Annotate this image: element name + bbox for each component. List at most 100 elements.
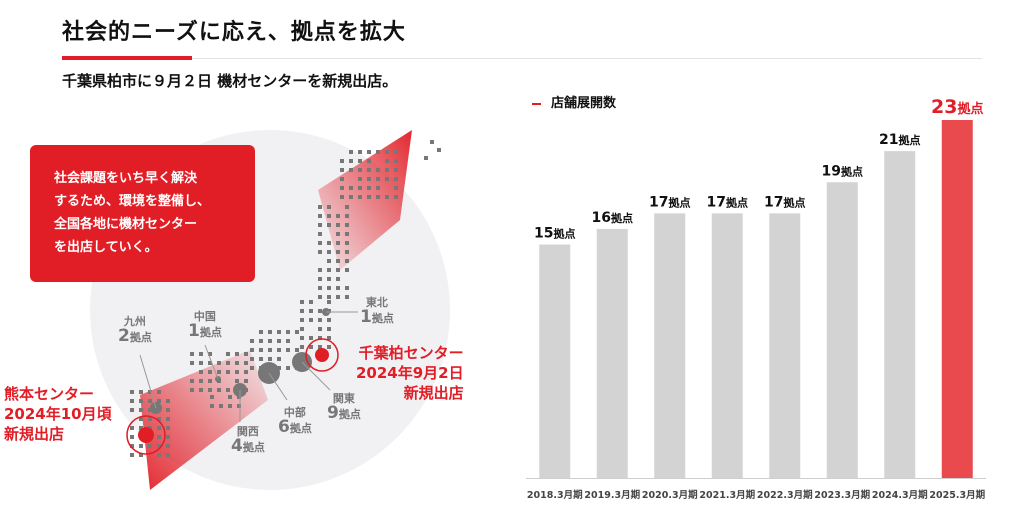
map-dot [190, 388, 194, 392]
map-dot [345, 205, 349, 209]
map-dot [358, 195, 362, 199]
map-dot [148, 444, 152, 448]
map-dot [259, 357, 263, 361]
map-dot [166, 399, 170, 403]
map-dot [358, 177, 362, 181]
bar-value-label: 19拠点 [822, 163, 863, 179]
map-dot [286, 366, 290, 370]
new-site-kumamoto-ring [126, 415, 166, 455]
map-dot [385, 168, 389, 172]
map-dot [286, 330, 290, 334]
map-dot [336, 295, 340, 299]
bar-value-label: 17拠点 [649, 194, 690, 210]
map-dot [226, 370, 230, 374]
map-dot [244, 379, 248, 383]
map-dot [367, 159, 371, 163]
map-dot [327, 214, 331, 218]
map-dot [327, 300, 331, 304]
map-dot [277, 357, 281, 361]
map-dot [424, 156, 428, 160]
map-dot [309, 300, 313, 304]
map-dot [340, 168, 344, 172]
map-dot [130, 408, 134, 412]
map-dot [309, 336, 313, 340]
new-site-label-chiba: 千葉柏センター 2024年9月2日 新規出店 [356, 344, 464, 402]
map-dot [300, 318, 304, 322]
map-dot [130, 399, 134, 403]
map-dot [139, 417, 143, 421]
map-dot [394, 195, 398, 199]
map-dot [148, 399, 152, 403]
bar-2018.3月期 [539, 244, 571, 478]
map-dot [250, 348, 254, 352]
map-dot [250, 366, 254, 370]
map-dot [318, 295, 322, 299]
region-label-kyushu: 九州 2拠点 [118, 315, 152, 346]
map-dot [166, 408, 170, 412]
title-divider [192, 58, 982, 59]
map-dot [268, 357, 272, 361]
map-dot [268, 330, 272, 334]
map-dot [394, 150, 398, 154]
x-tick-label: 2025.3月期 [929, 489, 985, 501]
bar-value-label: 17拠点 [707, 194, 748, 210]
map-dot [228, 404, 232, 408]
page-title: 社会的ニーズに応え、拠点を拡大 [62, 20, 406, 45]
map-dot [130, 435, 134, 439]
callout-box: 社会課題をいち早く解決 するため、環境を整備し、 全国各地に機材センター を出店… [30, 145, 255, 282]
map-dot [210, 395, 214, 399]
map-dot [157, 453, 161, 457]
map-dot [318, 286, 322, 290]
region-label-chugoku: 中国 1拠点 [188, 310, 222, 341]
map-dot [139, 390, 143, 394]
map-dot [394, 168, 398, 172]
map-dot [130, 390, 134, 394]
map-dot [336, 250, 340, 254]
map-dot [157, 399, 161, 403]
map-dot [244, 361, 248, 365]
map-dot [208, 370, 212, 374]
map-dot [300, 336, 304, 340]
map-dot [394, 159, 398, 163]
map-dot [157, 417, 161, 421]
map-dot [300, 300, 304, 304]
map-dot [286, 348, 290, 352]
map-dot [318, 268, 322, 272]
map-dot [139, 408, 143, 412]
map-dot [345, 286, 349, 290]
map-dot [250, 357, 254, 361]
map-dot [244, 352, 248, 356]
map-dot [327, 277, 331, 281]
x-tick-label: 2023.3月期 [814, 489, 870, 501]
map-dot [367, 195, 371, 199]
map-dot [437, 148, 441, 152]
map-dot [130, 426, 134, 430]
map-dot [166, 417, 170, 421]
map-dot [345, 250, 349, 254]
map-dot [237, 404, 241, 408]
map-dot [199, 361, 203, 365]
map-dot [157, 426, 161, 430]
map-dot [318, 232, 322, 236]
map-dots [130, 140, 441, 457]
region-label-chubu: 中部 6拠点 [278, 406, 312, 437]
x-tick-label: 2020.3月期 [642, 489, 698, 501]
x-tick-label: 2019.3月期 [584, 489, 640, 501]
map-dot [385, 150, 389, 154]
map-dot [166, 444, 170, 448]
map-dot [336, 214, 340, 218]
map-dot [349, 195, 353, 199]
map-dot [157, 444, 161, 448]
map-dot [148, 390, 152, 394]
map-dot [327, 336, 331, 340]
map-dot [217, 370, 221, 374]
map-dot [367, 186, 371, 190]
map-dot [376, 195, 380, 199]
bar-2021.3月期 [711, 213, 743, 478]
bar-value-label: 16拠点 [592, 210, 633, 226]
map-dot [235, 352, 239, 356]
map-dot [208, 379, 212, 383]
map-dot [208, 352, 212, 356]
bar-value-label: 15拠点 [534, 226, 575, 242]
map-dot [139, 453, 143, 457]
